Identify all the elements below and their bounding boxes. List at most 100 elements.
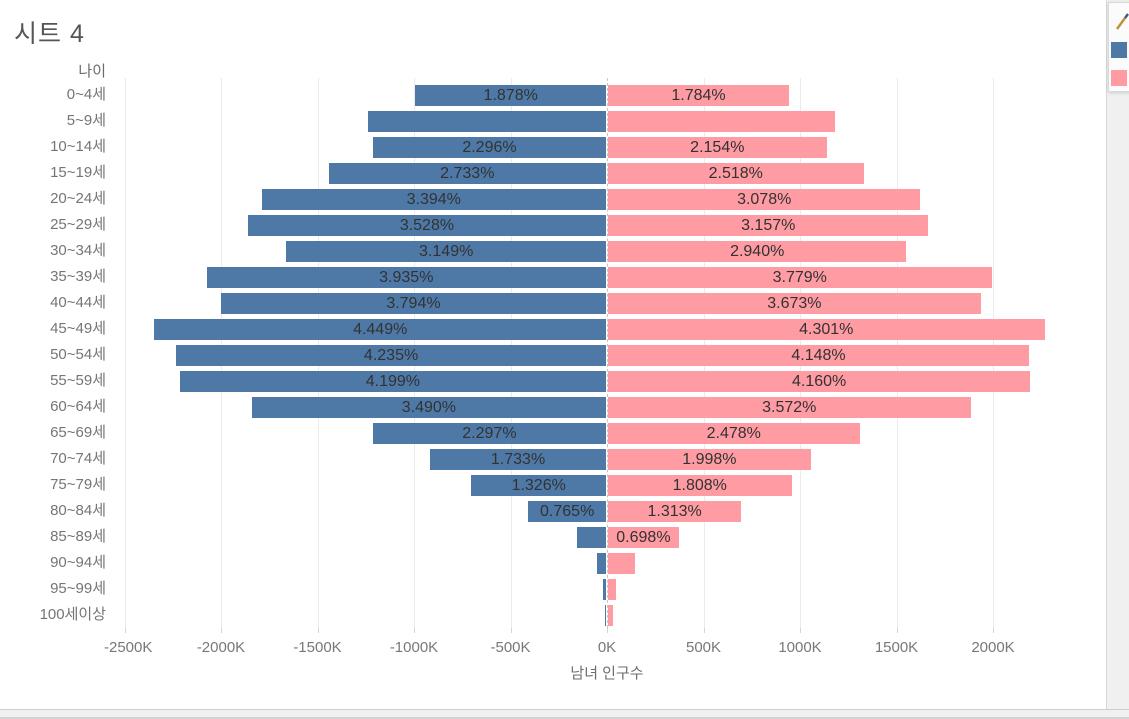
male-bar[interactable]: 3.149% — [286, 240, 606, 262]
female-bar[interactable]: 0.698% — [608, 526, 679, 548]
bar-label: 1.808% — [672, 476, 727, 494]
male-bar[interactable]: 2.296% — [372, 136, 606, 158]
legend-swatch-female[interactable] — [1111, 70, 1127, 86]
bar-label: 4.148% — [791, 346, 846, 364]
legend — [1108, 2, 1129, 92]
male-bar[interactable]: 3.794% — [220, 292, 606, 314]
age-label: 85~89세 — [50, 528, 106, 546]
male-bar[interactable]: 2.297% — [372, 422, 606, 444]
female-bar[interactable] — [608, 578, 617, 600]
age-label: 35~39세 — [50, 268, 106, 286]
age-label: 5~9세 — [66, 112, 106, 130]
male-bar[interactable] — [604, 604, 606, 626]
bar-label: 1.326% — [511, 476, 566, 494]
male-bar[interactable]: 1.878% — [415, 84, 606, 106]
male-bar[interactable]: 2.733% — [328, 162, 606, 184]
bar-label: 4.235% — [363, 346, 419, 364]
male-bar[interactable]: 1.326% — [471, 474, 606, 496]
male-bar[interactable]: 3.490% — [251, 396, 606, 418]
bar-label: 4.160% — [791, 372, 847, 390]
bar-label: 3.149% — [419, 242, 474, 260]
male-bar[interactable]: 4.199% — [179, 370, 606, 392]
age-label: 65~69세 — [50, 424, 106, 442]
bar-label: 3.394% — [406, 190, 461, 208]
female-bar[interactable]: 4.148% — [608, 344, 1030, 366]
bar-label: 1.313% — [647, 502, 702, 520]
age-label: 90~94세 — [50, 554, 106, 572]
age-label: 100세이상 — [39, 606, 106, 624]
bar-label: 3.078% — [737, 190, 792, 208]
bottom-gutter — [0, 709, 1129, 719]
female-bar[interactable]: 2.518% — [608, 162, 864, 184]
female-bar[interactable] — [608, 110, 836, 132]
bar-label: 0.698% — [616, 528, 671, 546]
x-tick-label: -500K — [490, 639, 531, 656]
male-bar[interactable]: 3.394% — [261, 188, 606, 210]
bar-label: 2.733% — [440, 164, 495, 182]
female-bar[interactable]: 1.998% — [608, 448, 811, 470]
female-bar[interactable]: 2.940% — [608, 240, 907, 262]
axis-tick — [124, 628, 126, 633]
male-bar[interactable]: 3.935% — [206, 266, 606, 288]
female-bar[interactable] — [608, 552, 636, 574]
bar-label: 3.528% — [399, 216, 455, 234]
bar-label: 3.935% — [379, 268, 434, 286]
female-bar[interactable]: 1.313% — [608, 500, 742, 522]
female-bar[interactable]: 3.157% — [608, 214, 929, 236]
age-label: 55~59세 — [50, 372, 106, 390]
age-label: 40~44세 — [50, 294, 106, 312]
female-bar[interactable]: 3.572% — [608, 396, 971, 418]
age-label: 70~74세 — [50, 450, 106, 468]
male-bar[interactable] — [596, 552, 606, 574]
female-bar[interactable]: 2.478% — [608, 422, 860, 444]
x-tick-label: -2000K — [196, 639, 246, 656]
age-label: 30~34세 — [50, 242, 106, 260]
female-bar[interactable]: 3.779% — [608, 266, 992, 288]
x-tick-label: 500K — [685, 639, 722, 656]
legend-swatch-male[interactable] — [1111, 42, 1127, 58]
bar-label: 4.199% — [365, 372, 421, 390]
age-label: 80~84세 — [50, 502, 106, 520]
male-bar[interactable]: 4.235% — [176, 344, 606, 366]
y-axis-header: 나이 — [78, 63, 106, 80]
male-bar[interactable]: 0.765% — [528, 500, 606, 522]
age-label: 25~29세 — [50, 216, 106, 234]
bar-label: 3.157% — [741, 216, 796, 234]
bar-label: 0.765% — [540, 502, 595, 520]
male-bar[interactable] — [368, 110, 606, 132]
axis-tick — [607, 628, 608, 633]
bar-label: 1.878% — [483, 86, 538, 104]
female-bar[interactable]: 3.673% — [608, 292, 981, 314]
bar-label: 2.940% — [730, 242, 785, 260]
zero-axis-line — [607, 78, 608, 628]
bar-label: 4.449% — [353, 320, 408, 338]
bar-label: 3.673% — [767, 294, 822, 312]
bar-label: 3.794% — [386, 294, 441, 312]
age-label: 75~79세 — [50, 476, 106, 494]
age-label: 95~99세 — [50, 580, 106, 598]
female-bar[interactable]: 4.160% — [608, 370, 1031, 392]
male-bar[interactable]: 3.528% — [247, 214, 606, 236]
axis-tick — [896, 628, 898, 633]
male-bar[interactable] — [576, 526, 606, 548]
female-bar[interactable]: 1.784% — [608, 84, 790, 106]
male-bar[interactable] — [602, 578, 606, 600]
female-bar[interactable]: 2.154% — [608, 136, 827, 158]
bar-label: 1.733% — [490, 450, 546, 468]
male-bar[interactable]: 4.449% — [154, 318, 606, 340]
bar-label: 3.490% — [401, 398, 456, 416]
female-bar[interactable]: 4.301% — [608, 318, 1045, 340]
female-bar[interactable]: 3.078% — [608, 188, 921, 210]
female-bar[interactable] — [608, 604, 613, 626]
x-tick-label: 1000K — [778, 639, 822, 656]
legend-menu-icon[interactable] — [1115, 13, 1129, 31]
axis-tick — [221, 628, 222, 633]
male-bar[interactable]: 1.733% — [430, 448, 606, 470]
sheet-title: 시트 4 — [14, 20, 85, 48]
female-bar[interactable]: 1.808% — [608, 474, 792, 496]
x-tick-label: 2000K — [971, 639, 1015, 656]
age-label: 45~49세 — [50, 320, 106, 338]
bar-label: 2.478% — [706, 424, 761, 442]
gridline — [124, 78, 126, 628]
bar-label: 2.297% — [462, 424, 517, 442]
